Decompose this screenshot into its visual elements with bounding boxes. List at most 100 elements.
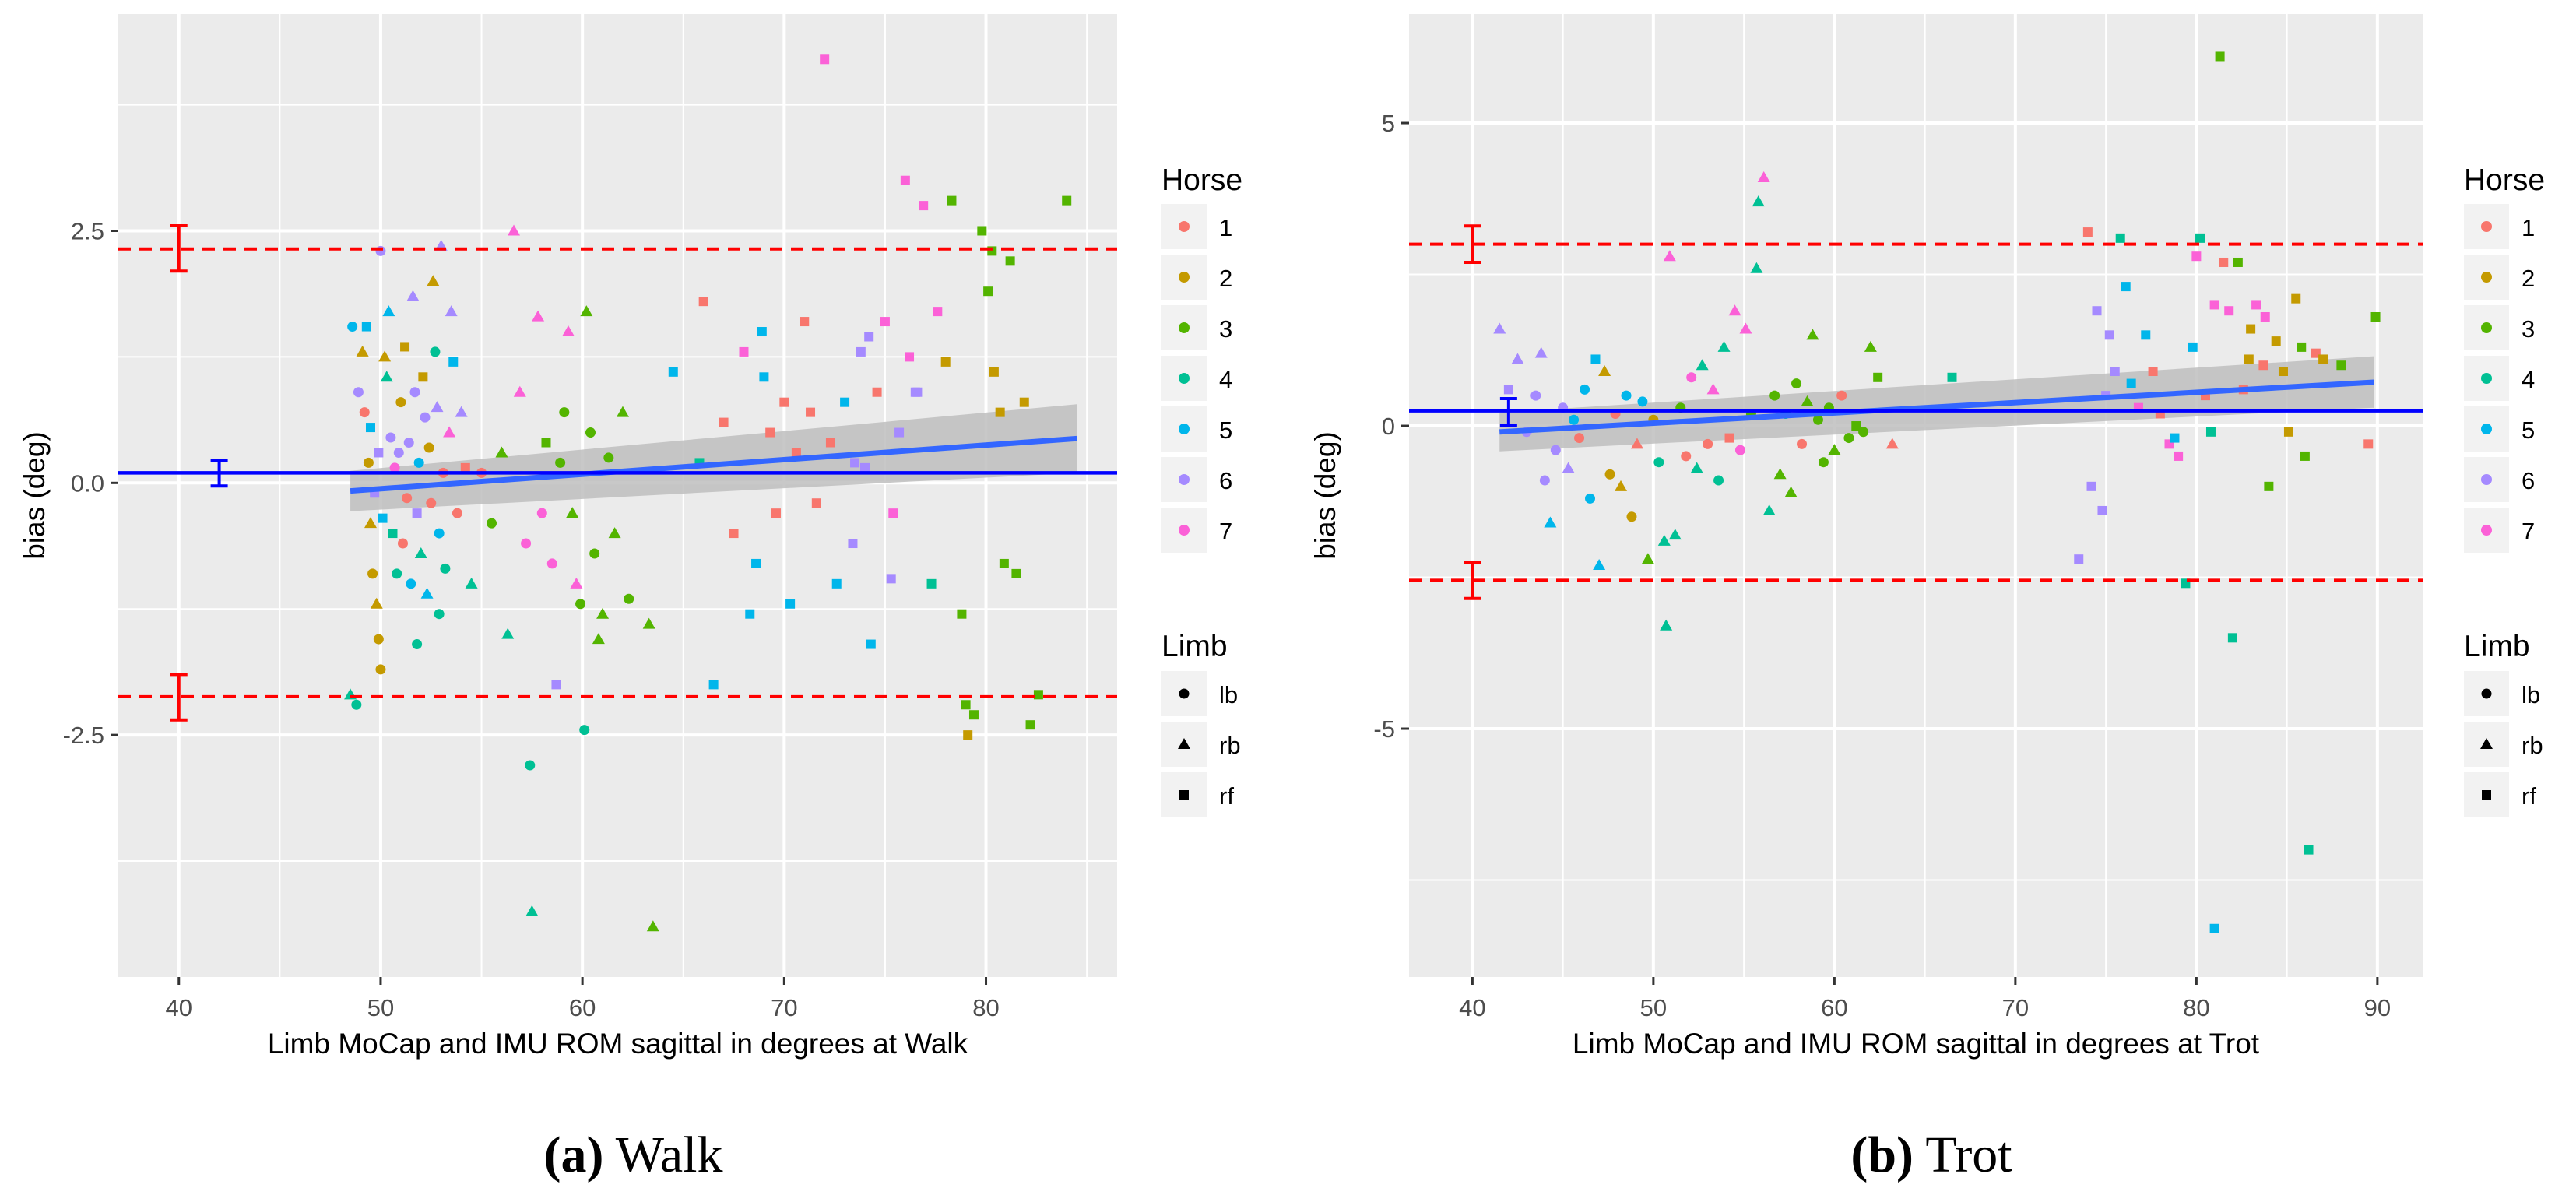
point-horse3-circle xyxy=(1818,457,1829,468)
point-horse7-square xyxy=(2260,311,2270,322)
y-tick-label: -5 xyxy=(1373,715,1395,743)
point-horse4-circle xyxy=(579,725,590,736)
point-horse6-square xyxy=(894,427,905,438)
point-horse5-square xyxy=(751,558,761,568)
point-horse1-circle xyxy=(397,538,408,549)
point-horse5-circle xyxy=(406,578,416,589)
point-horse6-circle xyxy=(1530,390,1541,401)
point-horse6-circle xyxy=(403,437,414,448)
point-horse6-square xyxy=(864,332,874,342)
data-points xyxy=(344,54,1072,932)
point-horse3-circle xyxy=(555,457,566,468)
point-horse2-square xyxy=(400,342,410,352)
point-horse3-circle xyxy=(624,593,634,604)
point-horse1-square xyxy=(825,438,835,448)
y-tick-label: 5 xyxy=(1382,110,1395,137)
point-horse7-square xyxy=(2251,300,2261,310)
point-horse7-circle xyxy=(1686,372,1697,383)
point-horse5-square xyxy=(365,423,375,433)
y-axis-label: bias (deg) xyxy=(1309,431,1341,560)
point-horse7-square xyxy=(739,346,749,357)
point-horse5-triangle xyxy=(420,587,434,599)
legend-label-horse: 7 xyxy=(1219,518,1232,545)
point-horse3-square xyxy=(1873,372,1883,382)
point-horse1-triangle xyxy=(1630,438,1643,449)
point-horse1-square xyxy=(779,397,789,407)
point-horse1-square xyxy=(729,529,739,539)
point-horse3-circle xyxy=(603,452,614,463)
caption-text: Trot xyxy=(1914,1126,2012,1183)
legend-label-horse: 3 xyxy=(1219,315,1232,343)
point-horse4-triangle xyxy=(1668,529,1682,540)
point-horse4-circle xyxy=(1653,457,1664,468)
point-horse6-square xyxy=(2097,505,2107,515)
point-horse1-square xyxy=(811,498,821,508)
point-horse7-triangle xyxy=(532,310,545,322)
point-horse6-square xyxy=(860,462,870,473)
point-horse5-square xyxy=(2209,923,2219,933)
point-horse6-square xyxy=(2104,330,2114,340)
point-horse3-triangle xyxy=(1828,444,1841,455)
point-horse3-triangle xyxy=(1801,395,1814,406)
point-horse7-circle xyxy=(546,558,557,569)
point-horse6-square xyxy=(374,448,384,458)
point-horse2-square xyxy=(940,357,951,367)
point-horse6-triangle xyxy=(445,305,458,317)
point-horse3-triangle xyxy=(1641,553,1654,564)
point-horse5-circle xyxy=(347,322,358,332)
legend-label-horse: 6 xyxy=(1219,467,1232,494)
point-horse4-square xyxy=(926,578,937,589)
legend-swatch-horse-1 xyxy=(1179,221,1190,232)
point-horse3-triangle xyxy=(592,633,605,645)
legend-swatch-horse-5 xyxy=(2481,424,2492,434)
point-horse3-triangle xyxy=(646,920,659,932)
point-horse6-square xyxy=(1503,385,1513,395)
point-horse3-circle xyxy=(589,548,600,559)
point-horse7-square xyxy=(933,307,943,317)
x-axis-label: Limb MoCap and IMU ROM sagittal in degre… xyxy=(268,1028,968,1060)
point-horse3-triangle xyxy=(642,617,655,629)
point-horse4-circle xyxy=(351,699,362,710)
point-horse2-square xyxy=(1019,397,1029,407)
legend-shape-square-icon xyxy=(1179,790,1189,800)
point-horse1-square xyxy=(2082,227,2093,237)
y-tick-label: 0 xyxy=(1382,413,1395,440)
point-horse5-square xyxy=(2121,282,2131,292)
point-horse1-circle xyxy=(1797,438,1808,449)
point-horse6-square xyxy=(551,680,561,690)
point-horse6-square xyxy=(848,539,858,549)
point-horse2-circle xyxy=(1604,469,1615,480)
point-horse4-triangle xyxy=(380,371,393,382)
point-horse4-triangle xyxy=(1717,340,1731,352)
legend-swatch-horse-3 xyxy=(2481,322,2492,333)
point-horse2-square xyxy=(2278,367,2288,377)
point-horse3-triangle xyxy=(495,446,508,458)
point-horse5-square xyxy=(1590,354,1601,364)
point-horse7-circle xyxy=(1734,445,1745,455)
point-horse5-triangle xyxy=(382,305,395,317)
point-horse4-triangle xyxy=(1762,504,1776,515)
point-horse5-square xyxy=(840,397,850,407)
y-axis-label: bias (deg) xyxy=(19,431,51,560)
point-horse3-square xyxy=(977,226,987,236)
caption-letter: (b) xyxy=(1850,1126,1914,1183)
point-horse2-square xyxy=(963,730,973,740)
x-tick-label: 70 xyxy=(771,994,797,1021)
legend-swatch-horse-6 xyxy=(2481,474,2492,485)
point-horse7-triangle xyxy=(1706,383,1720,395)
point-horse2-square xyxy=(2271,336,2281,346)
legend-label-limb: rb xyxy=(2522,732,2543,759)
point-horse4-triangle xyxy=(414,547,427,558)
point-horse3-circle xyxy=(1858,427,1869,438)
trend-line xyxy=(1499,379,2374,435)
point-horse7-triangle xyxy=(513,385,526,397)
point-horse1-square xyxy=(771,508,781,518)
point-horse3-circle xyxy=(1791,378,1802,389)
point-horse7-triangle xyxy=(1663,250,1676,262)
point-horse6-triangle xyxy=(431,401,444,413)
point-horse5-square xyxy=(708,680,719,690)
point-horse2-circle xyxy=(367,568,378,579)
point-horse3-triangle xyxy=(596,607,610,619)
point-horse1-square xyxy=(2148,367,2158,377)
